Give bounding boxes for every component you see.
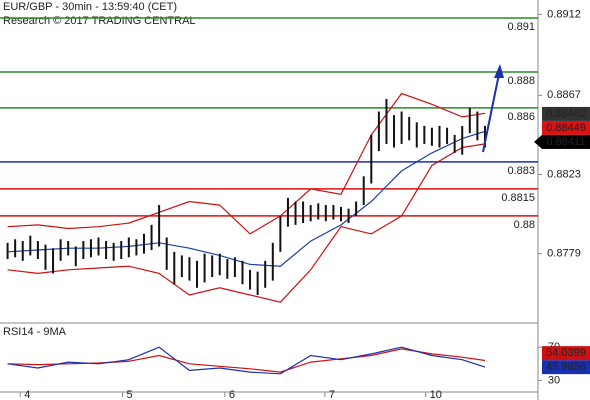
- price-tag-label: 0.88411: [547, 136, 586, 148]
- x-tick-label: 6: [229, 389, 235, 400]
- level-label: 0.88: [514, 219, 535, 231]
- y-tick-label: 0.8912: [547, 8, 581, 20]
- level-label: 0.8815: [501, 192, 535, 204]
- price-tag: [542, 134, 590, 149]
- y-tick-label: 30: [548, 374, 560, 386]
- arrow-head: [494, 64, 504, 78]
- value-tag: [542, 346, 590, 361]
- indicator-line: [7, 143, 486, 303]
- indicator-line: [7, 346, 486, 375]
- level-label: 0.888: [507, 75, 535, 87]
- value-tag-label: 45.9856: [546, 361, 586, 373]
- chart-subtitle: Research © 2017 TRADING CENTRAL: [3, 15, 196, 27]
- price-tag-pointer: [534, 134, 542, 149]
- price-tag-label: 0.88462: [546, 108, 586, 120]
- value-tag: [542, 360, 590, 375]
- indicator-line: [7, 92, 486, 235]
- y-tick-label: 0.8823: [547, 168, 581, 180]
- chart-title: EUR/GBP - 30min - 13:59:40 (CET): [3, 1, 177, 13]
- x-tick-label: 10: [430, 389, 442, 400]
- x-tick-label: 4: [24, 389, 30, 400]
- value-tag-label: 54.0399: [546, 347, 586, 359]
- rsi-title: RSI14 - 9MA: [3, 326, 67, 338]
- x-tick-label: 5: [127, 389, 133, 400]
- y-tick-label: 0.8779: [547, 248, 581, 260]
- x-tick-label: 7: [329, 389, 335, 400]
- y-tick-label: 0.8867: [547, 89, 581, 101]
- level-label: 0.883: [507, 165, 535, 177]
- level-label: 0.886: [507, 111, 535, 123]
- arrow-line: [482, 73, 500, 153]
- indicator-line: [7, 130, 486, 267]
- price-tag: [542, 120, 590, 135]
- price-tag: [542, 106, 590, 121]
- price-tag-label: 0.88449: [546, 122, 586, 134]
- forecast-arrow: [482, 64, 504, 153]
- level-label: 0.891: [507, 21, 535, 33]
